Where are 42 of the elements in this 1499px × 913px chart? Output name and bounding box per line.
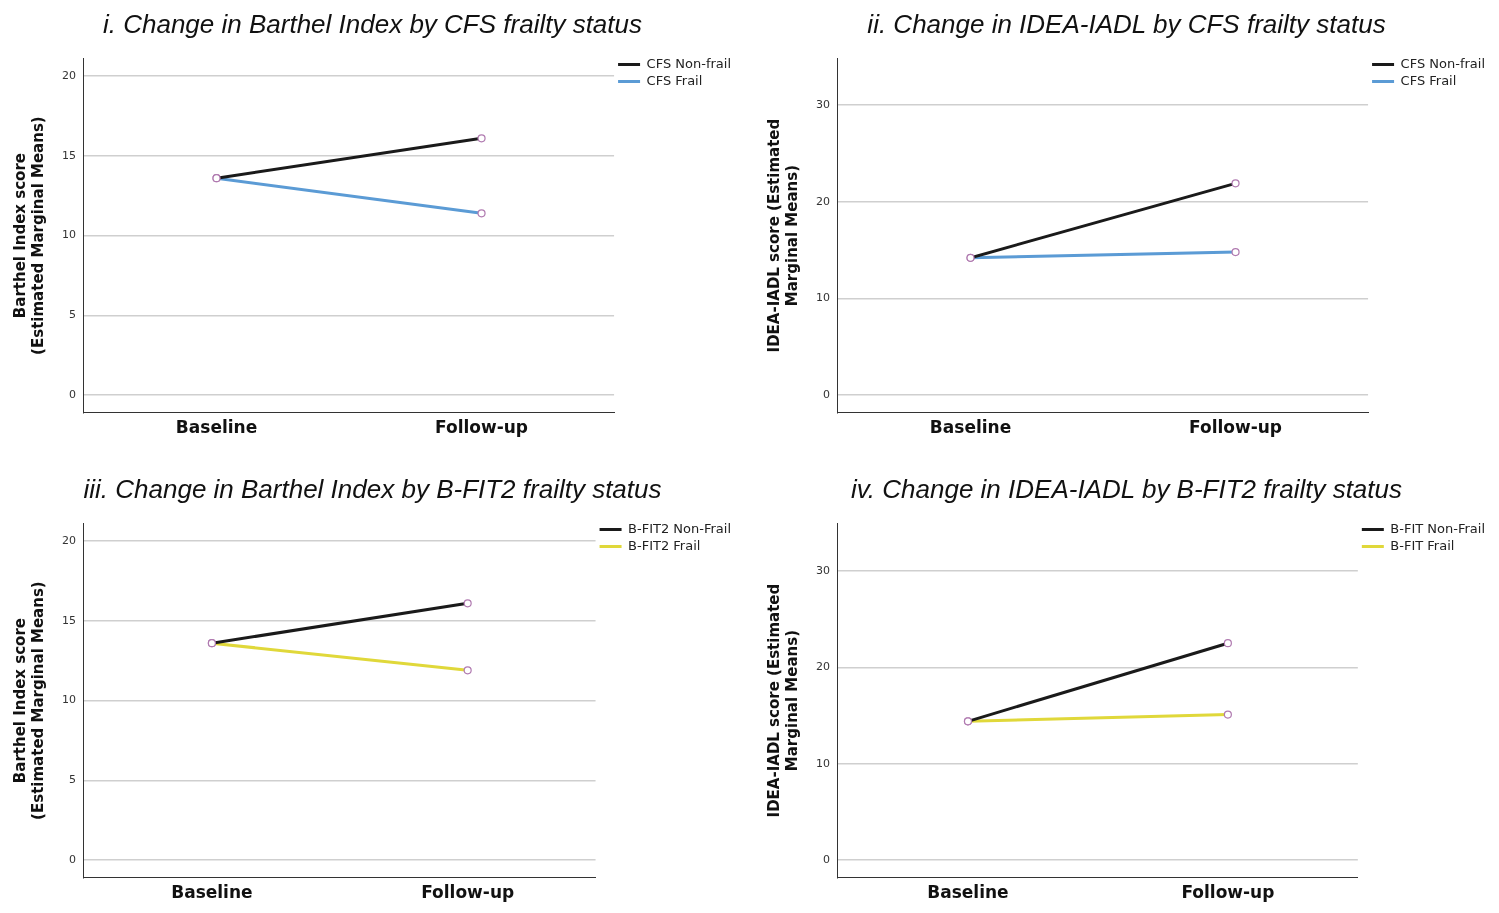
legend-label: B-FIT2 Frail (628, 537, 701, 553)
x-tick-label: Follow-up (1189, 417, 1283, 438)
x-tick-label: Baseline (927, 882, 1009, 903)
x-tick-label: Baseline (929, 417, 1012, 438)
legend-label: B-FIT Frail (1390, 537, 1455, 553)
y-axis-title: Barthel Index score (Estimated Marginal Means) (10, 116, 47, 355)
y-tick-label: 20 (62, 534, 76, 547)
y-tick-label: 0 (823, 853, 830, 867)
chart-title: iv. Change in IDEA-IADL by B-FIT2 frailty status (850, 473, 1403, 506)
y-tick-label: 5 (69, 308, 76, 322)
y-tick-label: 10 (816, 291, 830, 305)
y-tick-label: 0 (69, 387, 76, 401)
legend-label: CFS Frail (646, 72, 703, 88)
chart-title: ii. Change in IDEA-IADL by CFS frailty status (866, 8, 1387, 41)
y-tick-label: 30 (816, 97, 830, 111)
y-axis-title: IDEA-IADL score (Estimated Marginal Means) (764, 118, 801, 353)
y-tick-label: 20 (816, 660, 830, 674)
y-tick-label: 10 (816, 756, 830, 770)
legend-label: CFS Non-frail (1400, 55, 1486, 71)
y-tick-label: 30 (816, 563, 830, 577)
y-tick-label: 15 (62, 148, 76, 162)
chart-title: i. Change in Barthel Index by CFS frailty status (102, 8, 643, 41)
x-tick-label: Follow-up (1181, 882, 1275, 903)
y-tick-label: 20 (62, 69, 76, 82)
y-tick-label: 5 (69, 773, 76, 787)
y-tick-label: 15 (62, 613, 76, 627)
x-tick-label: Follow-up (421, 882, 515, 903)
legend-label: CFS Frail (1400, 72, 1457, 88)
legend-label: CFS Non-frail (646, 55, 732, 71)
x-tick-label: Baseline (175, 417, 258, 438)
legend-label: B-FIT Non-Frail (1390, 520, 1485, 536)
y-tick-label: 0 (823, 388, 830, 402)
y-tick-label: 0 (69, 852, 76, 866)
y-tick-label: 10 (62, 693, 76, 707)
x-tick-label: Follow-up (435, 417, 529, 438)
y-tick-label: 20 (816, 194, 830, 208)
y-axis-title: Barthel Index score (Estimated Marginal Means) (10, 581, 47, 820)
legend-label: B-FIT2 Non-Frail (628, 520, 732, 536)
x-tick-label: Baseline (171, 882, 253, 903)
chart-title: iii. Change in Barthel Index by B-FIT2 frailty status (82, 473, 663, 506)
y-tick-label: 10 (62, 228, 76, 242)
y-axis-title: IDEA-IADL score (Estimated Marginal Means) (764, 583, 801, 818)
